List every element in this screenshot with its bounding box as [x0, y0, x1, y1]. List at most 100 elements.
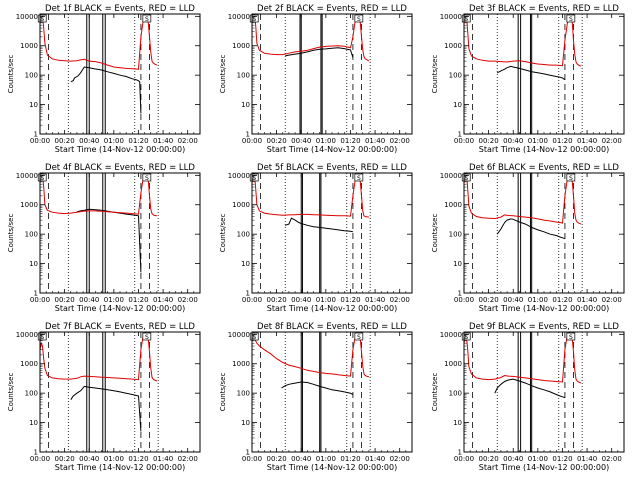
x-tick-label: 01:00 — [528, 455, 548, 463]
series-lld-line — [464, 173, 582, 225]
x-tick-label: 01:20 — [340, 455, 360, 463]
x-tick-label: 00:20 — [55, 137, 75, 145]
saa-box-label: S — [569, 334, 573, 341]
y-tick-label: 1000 — [20, 42, 38, 50]
y-tick-label: 100 — [25, 231, 38, 239]
y-tick-label: 100 — [449, 390, 462, 398]
x-tick-label: 02:00 — [178, 296, 198, 304]
x-tick-label: 02:00 — [178, 137, 198, 145]
plot-frame — [251, 172, 413, 294]
y-tick-label: 10 — [29, 101, 38, 109]
saa-box-label: S — [40, 334, 44, 341]
x-tick-label: 00:00 — [454, 455, 474, 463]
y-tick-label: 1000 — [20, 201, 38, 209]
series-events-line — [70, 385, 142, 432]
x-tick-label: 02:00 — [390, 455, 410, 463]
x-tick-label: 01:00 — [104, 455, 124, 463]
y-tick-label: 10000 — [228, 13, 250, 21]
x-tick-label: 00:20 — [267, 137, 287, 145]
saa-box — [142, 332, 152, 341]
x-axis-label: Start Time (14-Nov-12 00:00:00) — [479, 463, 609, 472]
series-events-line — [496, 218, 566, 240]
x-tick-label: 02:00 — [178, 455, 198, 463]
plot-data-area — [40, 332, 159, 452]
x-tick-label: 00:00 — [454, 296, 474, 304]
plot-data-area — [464, 14, 583, 134]
plot-title: Det 2f BLACK = Events, RED = LLD — [257, 4, 407, 14]
saa-box — [249, 332, 259, 341]
x-tick-label: 01:20 — [340, 296, 360, 304]
y-tick-label: 10000 — [16, 172, 38, 180]
plot-data-area — [40, 173, 159, 293]
x-tick-label: 01:40 — [365, 455, 385, 463]
x-tick-label: 01:40 — [365, 137, 385, 145]
y-tick-label: 10 — [241, 101, 250, 109]
plot-frame — [463, 172, 625, 294]
y-tick-label: 100 — [25, 72, 38, 80]
x-tick-label: 02:00 — [390, 137, 410, 145]
plot-title: Det 1f BLACK = Events, RED = LLD — [45, 4, 195, 14]
y-axis-label: Counts/sec — [219, 55, 227, 94]
y-tick-label: 10000 — [440, 172, 462, 180]
x-tick-label: 00:00 — [30, 455, 50, 463]
x-tick-label: 00:40 — [291, 137, 311, 145]
x-tick-label: 00:40 — [79, 455, 99, 463]
x-axis-label: Start Time (14-Nov-12 00:00:00) — [55, 145, 185, 154]
y-tick-label: 100 — [449, 72, 462, 80]
y-axis-label: Counts/sec — [431, 214, 439, 253]
plot-data-area — [464, 332, 583, 452]
y-axis-label: Counts/sec — [219, 214, 227, 253]
saa-box — [461, 332, 471, 341]
plot-title: Det 4f BLACK = Events, RED = LLD — [45, 163, 195, 173]
plot-title: Det 7f BLACK = Events, RED = LLD — [45, 322, 195, 332]
x-tick-label: 01:40 — [153, 455, 173, 463]
y-tick-label: 1 — [34, 131, 38, 139]
x-axis-label: Start Time (14-Nov-12 00:00:00) — [267, 304, 397, 313]
x-tick-label: 00:40 — [79, 296, 99, 304]
x-tick-label: 01:40 — [577, 455, 597, 463]
x-tick-label: 00:40 — [291, 296, 311, 304]
saa-box — [37, 332, 47, 341]
y-tick-label: 10000 — [228, 331, 250, 339]
x-tick-label: 02:00 — [390, 296, 410, 304]
y-tick-label: 10000 — [228, 172, 250, 180]
x-tick-label: 00:20 — [479, 296, 499, 304]
y-tick-label: 10 — [29, 419, 38, 427]
x-tick-label: 01:20 — [552, 296, 572, 304]
y-axis-label: Counts/sec — [7, 55, 15, 94]
plot-data-area — [252, 173, 371, 293]
series-events-line — [496, 65, 566, 81]
plot-title: Det 8f BLACK = Events, RED = LLD — [257, 322, 407, 332]
y-tick-label: 1000 — [232, 201, 250, 209]
series-events-line — [285, 217, 354, 233]
saa-box — [142, 14, 152, 23]
saa-box — [566, 332, 576, 341]
series-events-line — [494, 378, 566, 399]
saa-box-label: S — [40, 175, 44, 182]
x-tick-label: 00:20 — [267, 296, 287, 304]
saa-box — [461, 14, 471, 23]
x-tick-label: 01:20 — [128, 455, 148, 463]
x-tick-label: 02:00 — [602, 455, 622, 463]
saa-box-label: S — [464, 16, 468, 23]
x-tick-label: 00:20 — [55, 296, 75, 304]
series-lld-line — [252, 173, 369, 218]
x-tick-label: 01:40 — [153, 137, 173, 145]
y-tick-label: 100 — [25, 390, 38, 398]
plot-frame — [251, 13, 413, 135]
saa-box — [249, 14, 259, 23]
x-tick-label: 02:00 — [602, 137, 622, 145]
saa-box — [566, 173, 576, 182]
y-tick-label: 10 — [453, 419, 462, 427]
y-tick-label: 10 — [453, 101, 462, 109]
x-tick-label: 01:00 — [528, 137, 548, 145]
plot-data-area — [252, 14, 371, 134]
y-tick-label: 100 — [449, 231, 462, 239]
